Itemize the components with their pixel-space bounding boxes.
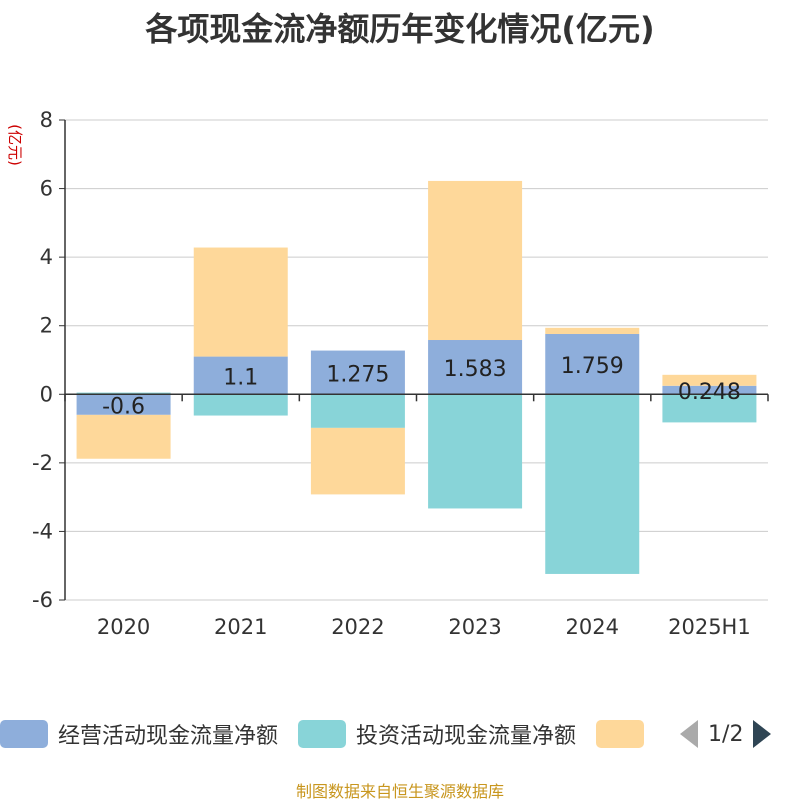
data-label: 1.1: [223, 365, 258, 390]
y-tick-label: 2: [40, 314, 53, 338]
stacked-bar-chart: -6 -4 -2 0 2 4 6 8 2020 2021 2022 2023 2024 2025H1 -0…: [6, 108, 769, 639]
bar-segment[interactable]: [76, 414, 171, 459]
legend-page-indicator: 1/2: [708, 721, 744, 747]
bar-segment[interactable]: [545, 333, 640, 395]
bar-segment[interactable]: [193, 247, 288, 357]
x-tick-label: 2024: [566, 615, 619, 639]
bar-segment[interactable]: [310, 394, 405, 428]
legend-swatch-operating: [0, 720, 48, 748]
legend-item-investing[interactable]: 投资活动现金流量净额: [298, 718, 576, 750]
y-tick-label: 0: [40, 382, 53, 406]
data-label: 1.275: [326, 362, 389, 387]
legend-swatch-investing: [298, 720, 347, 748]
bar-segment[interactable]: [662, 385, 757, 395]
y-tick-label: 6: [40, 177, 53, 201]
legend-item-operating[interactable]: 经营活动现金流量净额: [0, 718, 278, 750]
y-tick-label: 8: [40, 108, 53, 132]
legend-label-investing: 投资活动现金流量净额: [356, 724, 577, 749]
y-axis-label: (亿元): [6, 124, 24, 166]
x-tick-label: 2023: [448, 615, 501, 639]
bar-segment[interactable]: [428, 180, 523, 341]
x-tick-label: 2020: [97, 615, 150, 639]
bar-segment[interactable]: [545, 394, 640, 574]
data-label: 0.248: [678, 380, 741, 405]
x-tick-label: 2022: [331, 615, 384, 639]
legend-pager: 1/2: [680, 720, 772, 748]
legend-next-page-icon[interactable]: [753, 720, 772, 748]
y-tick-label: 4: [40, 245, 53, 269]
bar-segment[interactable]: [545, 327, 640, 334]
legend-swatch-financing: [596, 720, 645, 748]
bar-segment[interactable]: [428, 340, 523, 395]
legend-item-financing[interactable]: [596, 720, 654, 748]
y-tick-label: -6: [32, 588, 53, 612]
legend-label-operating: 经营活动现金流量净额: [58, 724, 279, 749]
legend-prev-page-icon[interactable]: [680, 720, 699, 748]
y-tick-label: -2: [32, 451, 53, 475]
data-label: 1.759: [561, 354, 624, 379]
chart-title: 各项现金流净额历年变化情况(亿元): [145, 10, 655, 48]
data-source-note: 制图数据来自恒生聚源数据库: [295, 782, 504, 801]
bar-segment[interactable]: [193, 356, 288, 395]
y-tick-label: -4: [32, 519, 53, 543]
x-tick-label: 2021: [214, 615, 267, 639]
bar-segment[interactable]: [310, 427, 405, 495]
bar-segment[interactable]: [76, 394, 171, 415]
legend: 经营活动现金流量净额 投资活动现金流量净额 1/2: [0, 716, 772, 752]
bar-segment[interactable]: [76, 392, 171, 395]
data-label: -0.6: [102, 395, 145, 420]
x-tick-label: 2025H1: [668, 615, 751, 639]
bar-segment[interactable]: [662, 394, 757, 423]
bar-segment[interactable]: [428, 394, 523, 509]
bar-segment[interactable]: [193, 394, 288, 416]
bar-segment[interactable]: [662, 374, 757, 386]
data-label: 1.583: [444, 357, 507, 382]
bar-segment[interactable]: [310, 350, 405, 395]
